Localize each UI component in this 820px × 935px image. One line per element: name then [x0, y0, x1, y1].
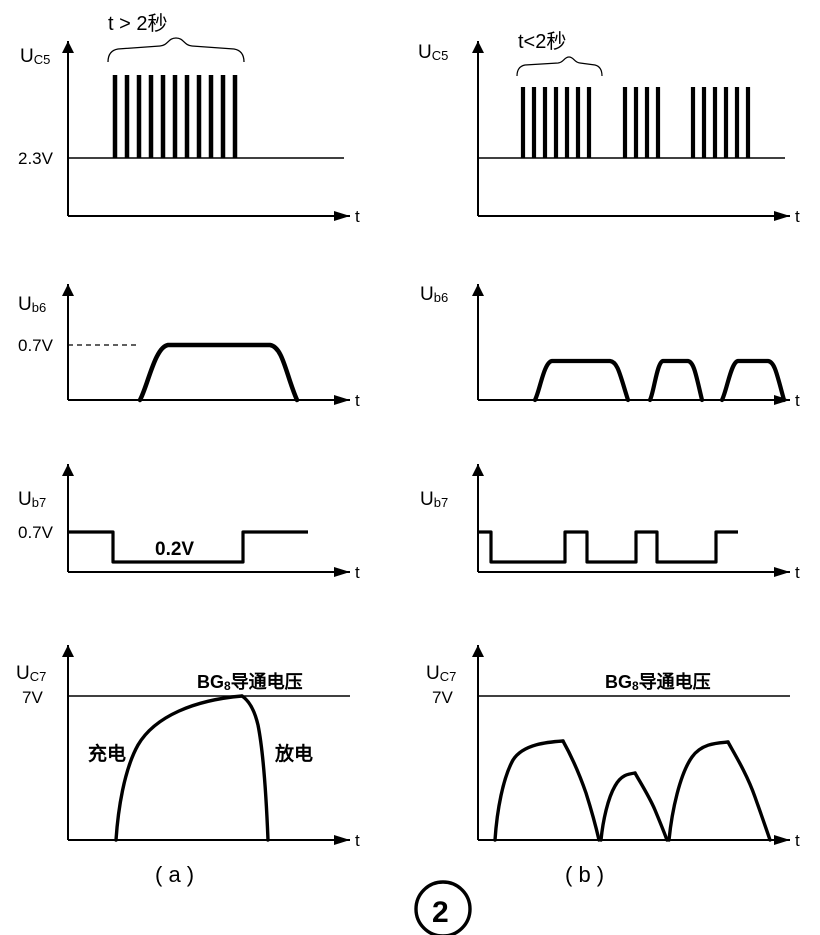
svg-text:t: t: [355, 391, 360, 410]
svg-text:UC5: UC5: [20, 46, 50, 67]
svg-text:t: t: [795, 391, 800, 410]
svg-text:Ub6: Ub6: [420, 284, 448, 305]
svg-text:t > 2秒: t > 2秒: [108, 12, 167, 35]
svg-text:t: t: [355, 563, 360, 582]
svg-text:BG8导通电压: BG8导通电压: [197, 671, 303, 693]
svg-text:Ub7: Ub7: [18, 489, 46, 510]
svg-text:0.7V: 0.7V: [18, 523, 54, 542]
svg-text:BG8导通电压: BG8导通电压: [605, 671, 711, 693]
svg-text:t: t: [355, 831, 360, 850]
svg-text:UC7: UC7: [16, 663, 46, 684]
svg-text:7V: 7V: [432, 688, 453, 707]
svg-text:UC7: UC7: [426, 663, 456, 684]
svg-text:t: t: [355, 207, 360, 226]
svg-text:UC5: UC5: [418, 42, 448, 63]
svg-text:Ub7: Ub7: [420, 489, 448, 510]
svg-text:0.7V: 0.7V: [18, 336, 54, 355]
svg-text:( a ): ( a ): [155, 862, 194, 887]
svg-text:t: t: [795, 831, 800, 850]
svg-text:2: 2: [432, 896, 449, 929]
svg-text:Ub6: Ub6: [18, 294, 46, 315]
svg-text:t<2秒: t<2秒: [518, 30, 566, 53]
svg-text:放电: 放电: [274, 742, 313, 765]
svg-text:0.2V: 0.2V: [155, 539, 194, 560]
svg-text:7V: 7V: [22, 688, 43, 707]
svg-text:充电: 充电: [88, 742, 126, 765]
svg-text:( b ): ( b ): [565, 862, 604, 887]
svg-text:2.3V: 2.3V: [18, 149, 54, 168]
svg-text:t: t: [795, 563, 800, 582]
svg-text:t: t: [795, 207, 800, 226]
